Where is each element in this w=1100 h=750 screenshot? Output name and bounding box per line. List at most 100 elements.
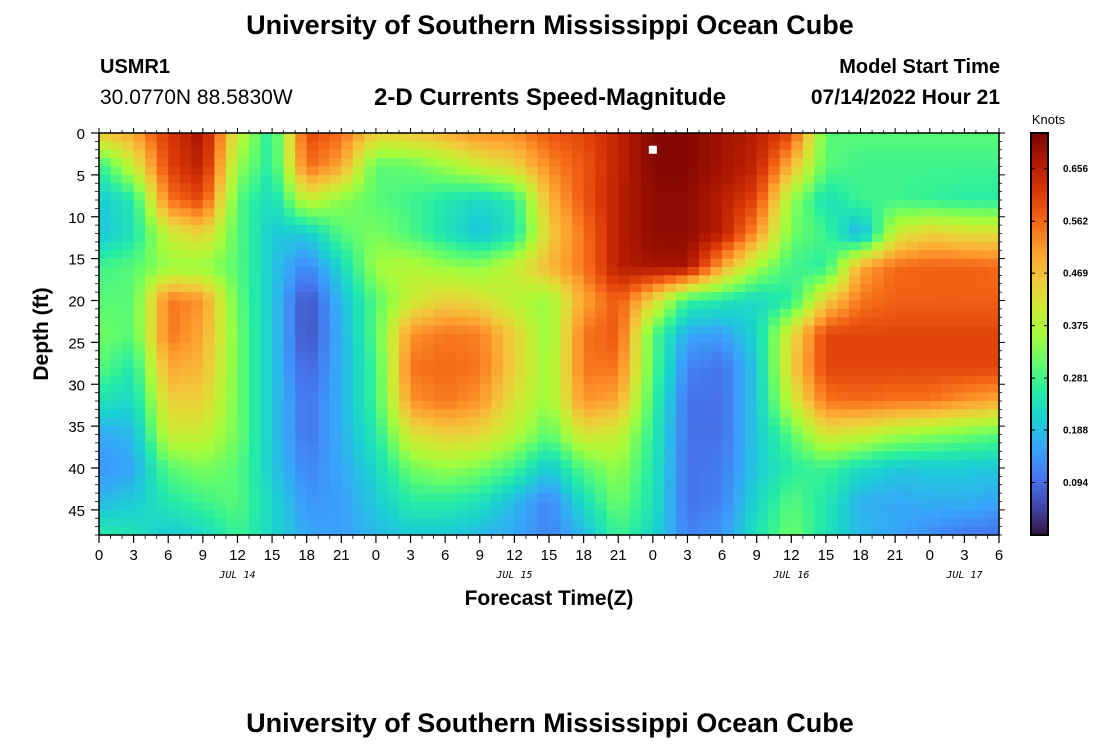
heatmap-cell (722, 451, 735, 461)
heatmap-cell (549, 300, 562, 310)
heatmap-cell (687, 267, 700, 276)
heatmap-cell (502, 442, 515, 452)
heatmap-cell (722, 183, 735, 193)
heatmap-cell (433, 401, 446, 410)
colorbar-segment (1031, 179, 1048, 184)
heatmap-cell (133, 183, 146, 193)
heatmap-cell (595, 401, 608, 410)
heatmap-cell (479, 501, 492, 511)
heatmap-cell (202, 409, 215, 419)
heatmap-cell (145, 493, 158, 503)
heatmap-cell (341, 308, 354, 318)
heatmap-cell (941, 434, 954, 444)
heatmap-cell (514, 493, 527, 503)
heatmap-cell (710, 501, 723, 511)
heatmap-cell (606, 334, 619, 343)
heatmap-cell (133, 267, 146, 276)
heatmap-cell (145, 141, 158, 151)
heatmap-cell (918, 426, 931, 436)
heatmap-cell (722, 493, 735, 503)
heatmap-cell (814, 426, 827, 436)
heatmap-cell (456, 334, 469, 343)
heatmap-cell (745, 292, 758, 302)
heatmap-cell (525, 283, 539, 293)
heatmap-cell (156, 258, 169, 268)
heatmap-cell (779, 258, 792, 268)
heatmap-cell (652, 392, 665, 402)
heatmap-cell (364, 375, 377, 385)
heatmap-cell (133, 174, 146, 184)
heatmap-cell (941, 359, 954, 369)
heatmap-cell (479, 166, 492, 176)
heatmap-cell (329, 468, 342, 477)
heatmap-cell (260, 509, 273, 519)
heatmap-cell (664, 509, 677, 519)
heatmap-cell (191, 409, 204, 419)
heatmap-cell (479, 250, 492, 260)
heatmap-cell (433, 149, 446, 159)
heatmap-cell (675, 342, 689, 352)
heatmap-cell (341, 258, 354, 268)
heatmap-cell (537, 141, 550, 151)
heatmap-cell (525, 233, 539, 243)
heatmap-cell (225, 375, 239, 385)
heatmap-cell (802, 459, 815, 469)
heatmap-cell (283, 158, 296, 168)
heatmap-cell (802, 350, 815, 360)
heatmap-cell (883, 158, 896, 168)
heatmap-cell (941, 208, 954, 218)
heatmap-cell (179, 258, 192, 268)
heatmap-cell (537, 392, 550, 402)
heatmap-cell (595, 342, 608, 352)
heatmap-cell (445, 267, 458, 276)
heatmap-cell (964, 493, 977, 503)
heatmap-cell (825, 526, 839, 536)
heatmap-cell (814, 442, 827, 452)
heatmap-cell (283, 183, 296, 193)
heatmap-cell (929, 191, 942, 201)
heatmap-cell (929, 401, 942, 410)
heatmap-cell (456, 216, 469, 226)
heatmap-cell (975, 392, 989, 402)
heatmap-cell (895, 442, 908, 452)
heatmap-cell (283, 334, 296, 343)
heatmap-cell (341, 158, 354, 168)
heatmap-cell (733, 476, 746, 486)
heatmap-cell (664, 468, 677, 477)
heatmap-cell (433, 459, 446, 469)
heatmap-cell (179, 141, 192, 151)
heatmap-cell (745, 325, 758, 335)
heatmap-cell (156, 166, 169, 176)
heatmap-cell (802, 476, 815, 486)
heatmap-cell (652, 426, 665, 436)
heatmap-cell (191, 484, 204, 494)
heatmap-cell (918, 149, 931, 159)
heatmap-cell (779, 158, 792, 168)
heatmap-cell (249, 476, 262, 486)
heatmap-cell (514, 509, 527, 519)
heatmap-cell (329, 426, 342, 436)
heatmap-cell (618, 225, 631, 235)
heatmap-cell (849, 183, 862, 193)
heatmap-cell (572, 417, 585, 427)
heatmap-cell (525, 468, 539, 477)
heatmap-cell (110, 384, 123, 394)
heatmap-cell (629, 317, 642, 327)
heatmap-cell (664, 434, 677, 444)
heatmap-cell (664, 258, 677, 268)
heatmap-cell (964, 183, 977, 193)
heatmap-cell (156, 509, 169, 519)
heatmap-cell (341, 283, 354, 293)
heatmap-cell (872, 275, 885, 285)
heatmap-cell (122, 158, 135, 168)
heatmap-cell (537, 183, 550, 193)
heatmap-cell (722, 241, 735, 251)
heatmap-cell (341, 200, 354, 209)
heatmap-cell (364, 149, 377, 159)
heatmap-cell (110, 283, 123, 293)
heatmap-cell (387, 501, 400, 511)
heatmap-cell (318, 342, 331, 352)
heatmap-cell (122, 149, 135, 159)
heatmap-cell (722, 225, 735, 235)
heatmap-cell (225, 300, 239, 310)
